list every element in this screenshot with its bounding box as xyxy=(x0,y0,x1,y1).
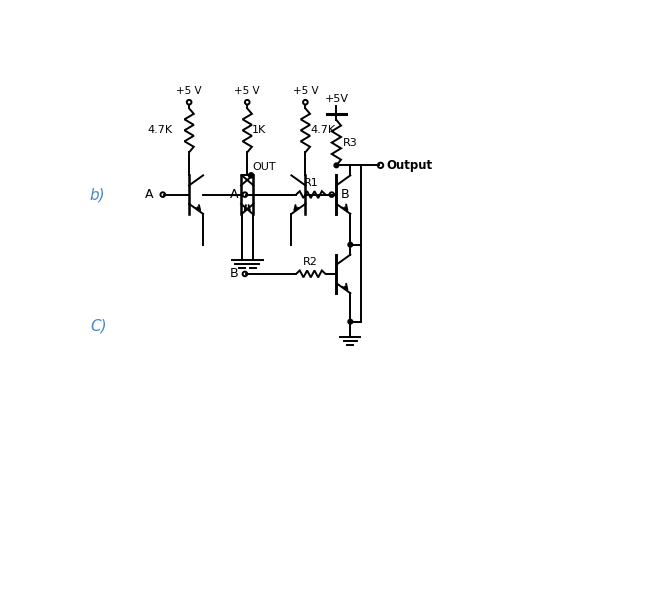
Text: R1: R1 xyxy=(303,178,318,188)
Text: 4.7K: 4.7K xyxy=(310,125,335,136)
Circle shape xyxy=(348,243,353,247)
Text: 4.7K: 4.7K xyxy=(147,125,172,136)
Text: Output: Output xyxy=(387,159,433,172)
Text: R2: R2 xyxy=(303,257,318,267)
Text: +5 V: +5 V xyxy=(234,86,260,96)
Text: +5 V: +5 V xyxy=(176,86,202,96)
Text: A: A xyxy=(230,188,239,201)
Text: OUT: OUT xyxy=(253,162,276,172)
Text: b): b) xyxy=(90,187,106,202)
Text: A: A xyxy=(145,188,154,201)
Text: B: B xyxy=(230,268,239,280)
Text: C): C) xyxy=(90,318,106,333)
Text: R3: R3 xyxy=(342,137,357,148)
Text: 1K: 1K xyxy=(252,125,266,136)
Text: +5V: +5V xyxy=(324,94,348,104)
Text: B: B xyxy=(341,188,350,201)
Circle shape xyxy=(334,163,339,168)
Circle shape xyxy=(348,319,353,324)
Text: +5 V: +5 V xyxy=(293,86,318,96)
